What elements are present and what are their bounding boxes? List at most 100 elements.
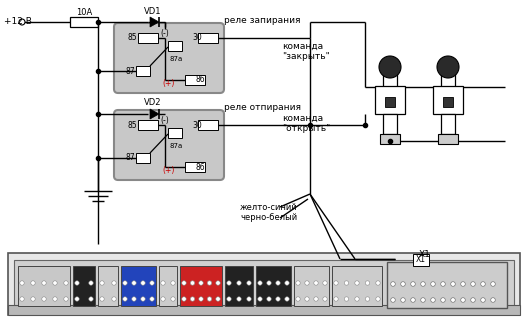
Circle shape [323, 281, 327, 285]
Circle shape [216, 281, 220, 285]
Bar [168, 128, 182, 138]
Circle shape [182, 297, 186, 301]
Circle shape [296, 281, 300, 285]
Circle shape [461, 298, 465, 302]
Circle shape [199, 297, 203, 301]
Circle shape [20, 297, 24, 301]
Circle shape [112, 297, 116, 301]
Circle shape [182, 281, 186, 285]
Text: команда
"закрыть": команда "закрыть" [282, 42, 330, 62]
Circle shape [100, 281, 104, 285]
Circle shape [42, 297, 46, 301]
Text: VD2: VD2 [144, 98, 162, 107]
Circle shape [481, 282, 485, 286]
Circle shape [285, 281, 289, 285]
Bar [185, 162, 205, 172]
Circle shape [199, 281, 203, 285]
Circle shape [31, 281, 35, 285]
Circle shape [267, 297, 271, 301]
Circle shape [64, 281, 68, 285]
Bar [73, 266, 95, 306]
Bar [294, 266, 329, 306]
Circle shape [471, 282, 475, 286]
Text: X1: X1 [416, 256, 426, 264]
Circle shape [258, 281, 262, 285]
Text: 87: 87 [126, 66, 135, 75]
Text: 30: 30 [192, 33, 202, 42]
Circle shape [141, 297, 145, 301]
Circle shape [216, 297, 220, 301]
Circle shape [334, 281, 338, 285]
Text: (+): (+) [163, 79, 175, 88]
Bar [14, 260, 514, 310]
Circle shape [123, 281, 127, 285]
Text: 86: 86 [195, 163, 204, 171]
Circle shape [207, 281, 212, 285]
Text: 87: 87 [126, 154, 135, 163]
Circle shape [276, 281, 280, 285]
Circle shape [437, 56, 459, 78]
Text: 87а: 87а [170, 56, 183, 62]
Bar [332, 266, 382, 306]
Circle shape [75, 297, 79, 301]
Text: 85: 85 [128, 121, 138, 130]
Bar [443, 97, 453, 107]
Bar [18, 266, 70, 306]
Text: реле отпирания: реле отпирания [224, 103, 301, 112]
Circle shape [123, 297, 127, 301]
Circle shape [344, 297, 349, 301]
Bar [138, 33, 158, 43]
Bar [70, 17, 98, 27]
Circle shape [190, 281, 194, 285]
Polygon shape [150, 109, 159, 119]
Bar [136, 153, 150, 163]
Bar [185, 75, 205, 85]
Circle shape [247, 281, 251, 285]
Circle shape [112, 281, 116, 285]
Circle shape [42, 281, 46, 285]
Circle shape [100, 297, 104, 301]
Circle shape [379, 56, 401, 78]
Circle shape [237, 281, 241, 285]
Bar [380, 134, 400, 144]
Bar [385, 97, 395, 107]
Circle shape [365, 281, 370, 285]
Bar [8, 305, 520, 315]
Bar [256, 266, 291, 306]
Text: желто-синий: желто-синий [240, 202, 298, 212]
Circle shape [411, 298, 415, 302]
Bar [8, 253, 520, 315]
Text: черно-белый: черно-белый [240, 214, 297, 223]
Circle shape [401, 298, 405, 302]
Text: (+): (+) [163, 166, 175, 175]
Circle shape [441, 298, 445, 302]
Bar [387, 262, 507, 308]
Bar [383, 67, 397, 87]
Circle shape [355, 281, 359, 285]
FancyBboxPatch shape [114, 110, 224, 180]
Bar [383, 114, 397, 134]
Circle shape [161, 281, 165, 285]
Bar [438, 134, 458, 144]
Circle shape [441, 282, 445, 286]
Circle shape [323, 297, 327, 301]
Text: (-): (-) [161, 29, 169, 38]
Circle shape [314, 281, 318, 285]
Text: 86: 86 [195, 75, 204, 85]
Circle shape [247, 297, 251, 301]
Circle shape [471, 298, 475, 302]
Text: (-): (-) [161, 116, 169, 125]
Circle shape [376, 297, 380, 301]
Circle shape [296, 297, 300, 301]
Circle shape [132, 281, 136, 285]
Bar [198, 120, 218, 130]
Circle shape [150, 297, 154, 301]
Circle shape [334, 297, 338, 301]
Circle shape [391, 282, 395, 286]
Circle shape [258, 297, 262, 301]
Circle shape [19, 19, 25, 25]
Circle shape [53, 297, 57, 301]
Circle shape [190, 297, 194, 301]
Bar [198, 33, 218, 43]
Circle shape [267, 281, 271, 285]
